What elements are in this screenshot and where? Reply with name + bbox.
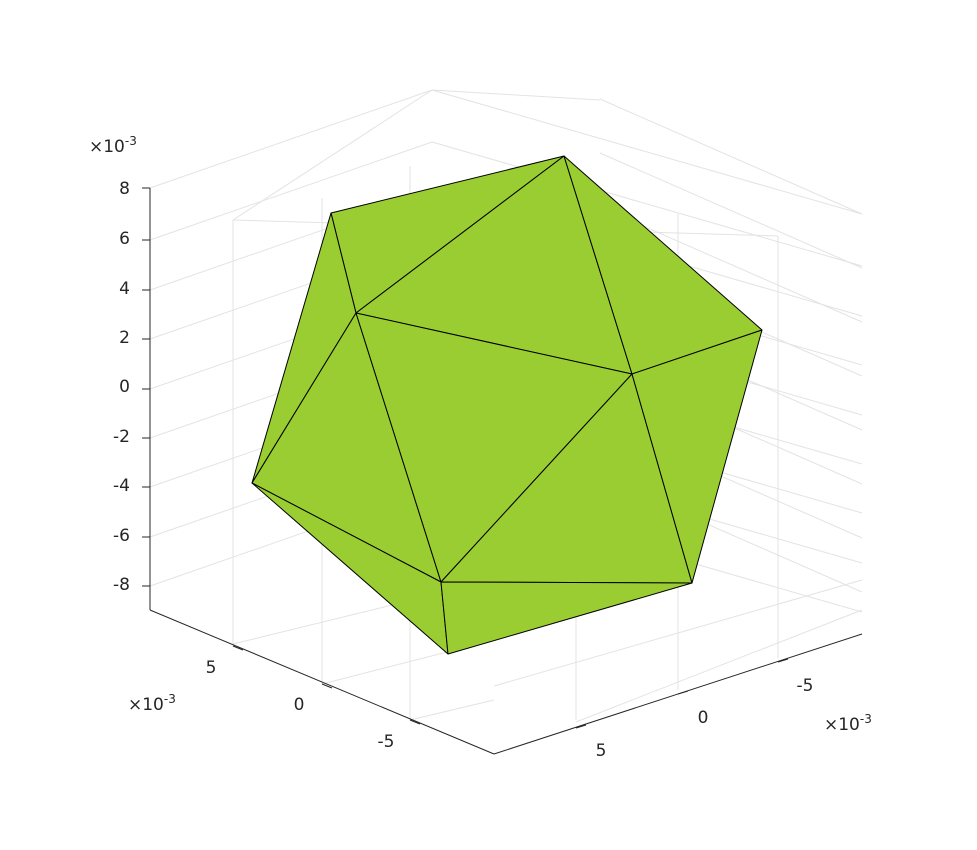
x-tick-label: -5	[797, 676, 814, 696]
grid-line	[575, 609, 863, 723]
y-tick-label: 0	[294, 695, 305, 715]
x-exponent-label: ×10-3	[824, 712, 872, 735]
y-tick-mark	[409, 719, 421, 725]
y-tick-label: 5	[206, 658, 217, 678]
grid-line	[493, 579, 863, 687]
icosahedron-face	[440, 581, 693, 655]
z-exponent-label: ×10-3	[89, 134, 137, 157]
y-tick-label: -5	[378, 732, 395, 752]
grid-line	[431, 141, 863, 267]
z-tick-label: -6	[113, 526, 130, 546]
axes	[142, 187, 863, 755]
z-tick-label: -8	[113, 575, 130, 595]
grid-line	[431, 89, 863, 215]
x-tick-mark	[677, 690, 689, 695]
icosahedron-surface	[251, 155, 763, 655]
tick-labels: 8 6 4 2 0 -2 -4 -6 -8 5 0 -5 -5 0 5 ×10-…	[89, 134, 872, 761]
grid-line	[232, 89, 433, 221]
grid-line	[599, 98, 863, 215]
z-tick-label: -4	[113, 476, 130, 496]
y-tick-mark	[321, 683, 333, 689]
x-tick-mark	[777, 658, 789, 663]
icosahedron-face	[631, 329, 763, 584]
x-tick-mark	[575, 724, 587, 729]
x-tick-label: 0	[698, 708, 709, 728]
grid-line	[599, 152, 863, 269]
grid-line	[149, 89, 433, 189]
z-tick-label: 6	[119, 229, 130, 249]
z-tick-label: -2	[113, 427, 130, 447]
y-axis-line	[149, 609, 495, 755]
y-exponent-label: ×10-3	[128, 692, 176, 715]
grid-line	[149, 141, 433, 241]
x-tick-label: 5	[596, 741, 607, 761]
grid-line	[409, 699, 495, 721]
grid-line	[431, 89, 601, 101]
z-tick-label: 8	[119, 179, 130, 199]
y-tick-mark	[232, 645, 244, 651]
z-tick-label: 0	[119, 377, 130, 397]
z-tick-label: 2	[119, 328, 130, 348]
z-tick-label: 4	[119, 279, 130, 299]
